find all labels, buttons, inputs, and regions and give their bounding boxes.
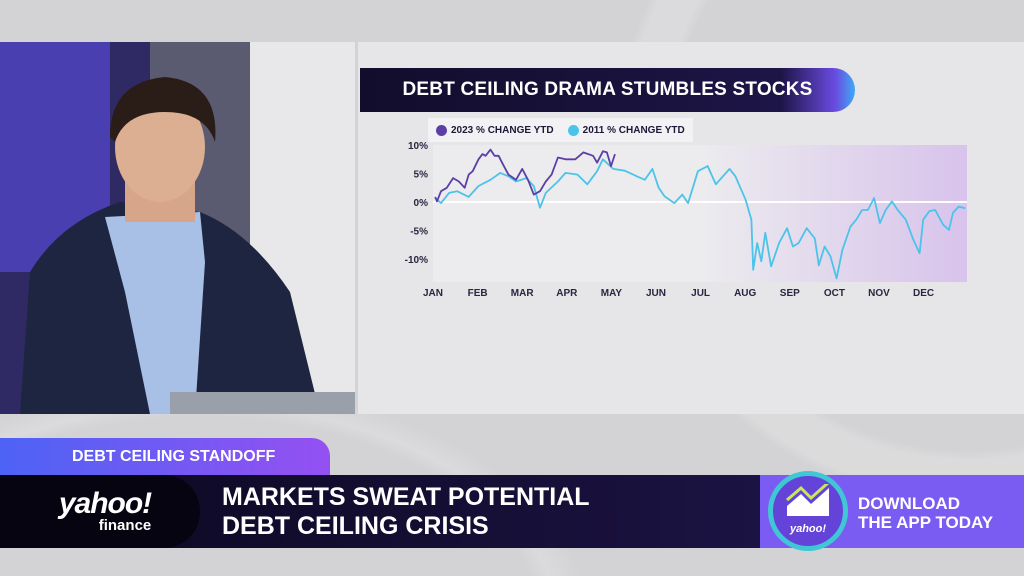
headline-line1: MARKETS SWEAT POTENTIAL bbox=[222, 483, 590, 511]
legend-swatch-2023 bbox=[436, 124, 447, 136]
chart-legend: 2023 % CHANGE YTD 2011 % CHANGE YTD bbox=[428, 118, 693, 142]
legend-item-2023: 2023 % CHANGE YTD bbox=[436, 124, 554, 136]
line-chart: 10% 5% 0% -5% -10% JAN FEB MAR APR MAY JUN JUL AUG SE… bbox=[405, 141, 967, 299]
app-icon: yahoo! bbox=[768, 471, 848, 551]
x-tick-label: JAN bbox=[423, 288, 443, 299]
yahoo-finance-logo: yahoo! finance bbox=[0, 475, 200, 548]
x-tick-label: APR bbox=[556, 288, 578, 299]
y-tick-label: 10% bbox=[408, 141, 428, 152]
x-tick-label: MAY bbox=[601, 288, 623, 299]
presenter-image bbox=[0, 42, 355, 414]
chart-trend-icon bbox=[786, 480, 830, 516]
presenter-video bbox=[0, 42, 355, 414]
y-tick-label: 0% bbox=[414, 198, 429, 209]
logo-sub: finance bbox=[98, 517, 152, 534]
headline-line2: DEBT CEILING CRISIS bbox=[222, 512, 489, 540]
plot-area bbox=[433, 145, 967, 282]
x-tick-label: JUL bbox=[691, 288, 710, 299]
x-tick-label: OCT bbox=[824, 288, 845, 299]
chart-panel: DEBT CEILING DRAMA STUMBLES STOCKS 10% 5%… bbox=[358, 42, 1024, 414]
chart-title: DEBT CEILING DRAMA STUMBLES STOCKS bbox=[360, 68, 855, 112]
x-tick-label: SEP bbox=[780, 288, 800, 299]
logo-main: yahoo! bbox=[58, 487, 152, 520]
app-icon-text: yahoo! bbox=[789, 523, 827, 535]
promo-text: DOWNLOAD THE APP TODAY bbox=[858, 494, 993, 532]
series-line-2023 bbox=[434, 148, 616, 203]
promo-line2: THE APP TODAY bbox=[858, 513, 994, 532]
y-tick-label: -10% bbox=[405, 255, 428, 266]
x-tick-label: JUN bbox=[646, 288, 666, 299]
x-tick-label: DEC bbox=[913, 288, 934, 299]
x-tick-label: NOV bbox=[868, 288, 890, 299]
x-tick-label: MAR bbox=[511, 288, 535, 299]
legend-label-2023: 2023 % CHANGE YTD bbox=[451, 124, 554, 136]
legend-swatch-2011 bbox=[567, 124, 579, 136]
legend-item-2011: 2011 % CHANGE YTD bbox=[567, 124, 685, 136]
y-tick-label: -5% bbox=[410, 227, 428, 238]
headline: MARKETS SWEAT POTENTIAL DEBT CEILING CRI… bbox=[222, 483, 590, 541]
x-tick-label: FEB bbox=[468, 288, 488, 299]
x-tick-label: AUG bbox=[734, 288, 756, 299]
legend-label-2011: 2011 % CHANGE YTD bbox=[582, 124, 685, 136]
series-line-2011 bbox=[434, 158, 966, 280]
topic-strap: DEBT CEILING STANDOFF bbox=[0, 438, 330, 475]
promo-line1: DOWNLOAD bbox=[858, 494, 960, 513]
app-promo: yahoo! DOWNLOAD THE APP TODAY bbox=[760, 471, 1024, 551]
lower-third-bar: yahoo! finance MARKETS SWEAT POTENTIAL D… bbox=[0, 471, 1024, 551]
y-tick-label: 5% bbox=[414, 170, 429, 181]
